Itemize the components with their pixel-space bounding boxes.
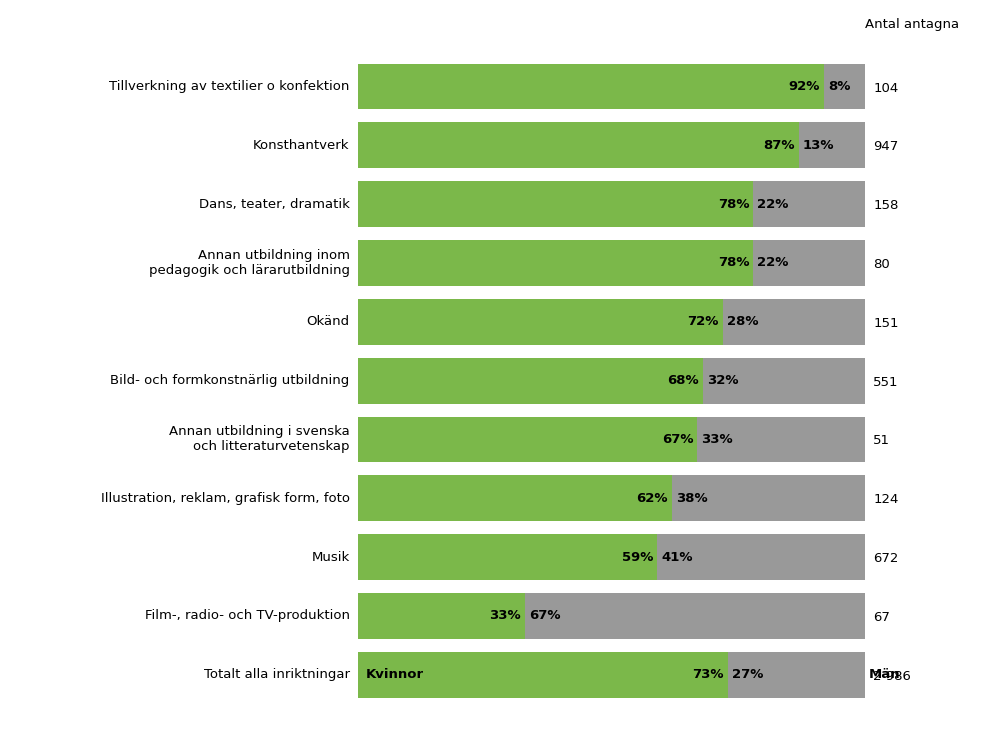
Text: 41%: 41% bbox=[661, 550, 693, 564]
Text: 33%: 33% bbox=[489, 610, 521, 622]
Bar bbox=[358, 475, 672, 521]
Bar bbox=[698, 417, 865, 463]
Bar bbox=[358, 122, 799, 168]
Text: 59%: 59% bbox=[621, 550, 653, 564]
Bar bbox=[358, 358, 703, 403]
Bar bbox=[703, 358, 865, 403]
Bar bbox=[358, 417, 698, 463]
Bar bbox=[358, 182, 753, 227]
Bar bbox=[728, 651, 865, 698]
Bar bbox=[723, 299, 865, 345]
Text: 73%: 73% bbox=[693, 668, 724, 681]
Bar bbox=[672, 475, 865, 521]
Text: Antal antagna: Antal antagna bbox=[865, 18, 959, 31]
Text: 32%: 32% bbox=[707, 374, 739, 387]
Text: 8%: 8% bbox=[828, 80, 851, 93]
Text: 67%: 67% bbox=[662, 433, 694, 446]
Bar bbox=[753, 182, 865, 227]
Text: 22%: 22% bbox=[757, 256, 788, 269]
Bar bbox=[358, 64, 824, 110]
Bar bbox=[358, 240, 753, 286]
Bar bbox=[824, 64, 865, 110]
Text: 87%: 87% bbox=[763, 139, 795, 152]
Text: 33%: 33% bbox=[702, 433, 734, 446]
Bar bbox=[525, 593, 865, 639]
Bar bbox=[657, 534, 865, 580]
Bar bbox=[358, 299, 723, 345]
Text: 28%: 28% bbox=[727, 315, 758, 329]
Text: Män: Män bbox=[869, 668, 901, 681]
Text: 68%: 68% bbox=[667, 374, 699, 387]
Text: 72%: 72% bbox=[688, 315, 719, 329]
Text: 22%: 22% bbox=[757, 198, 788, 211]
Text: 62%: 62% bbox=[636, 492, 668, 505]
Text: 38%: 38% bbox=[676, 492, 708, 505]
Text: 92%: 92% bbox=[789, 80, 820, 93]
Bar bbox=[358, 534, 657, 580]
Text: 67%: 67% bbox=[529, 610, 561, 622]
Bar bbox=[358, 651, 728, 698]
Text: 27%: 27% bbox=[732, 668, 763, 681]
Bar bbox=[358, 593, 525, 639]
Text: 13%: 13% bbox=[803, 139, 834, 152]
Text: 78%: 78% bbox=[718, 198, 749, 211]
Bar bbox=[799, 122, 865, 168]
Bar bbox=[753, 240, 865, 286]
Text: Kvinnor: Kvinnor bbox=[366, 668, 423, 681]
Text: 78%: 78% bbox=[718, 256, 749, 269]
